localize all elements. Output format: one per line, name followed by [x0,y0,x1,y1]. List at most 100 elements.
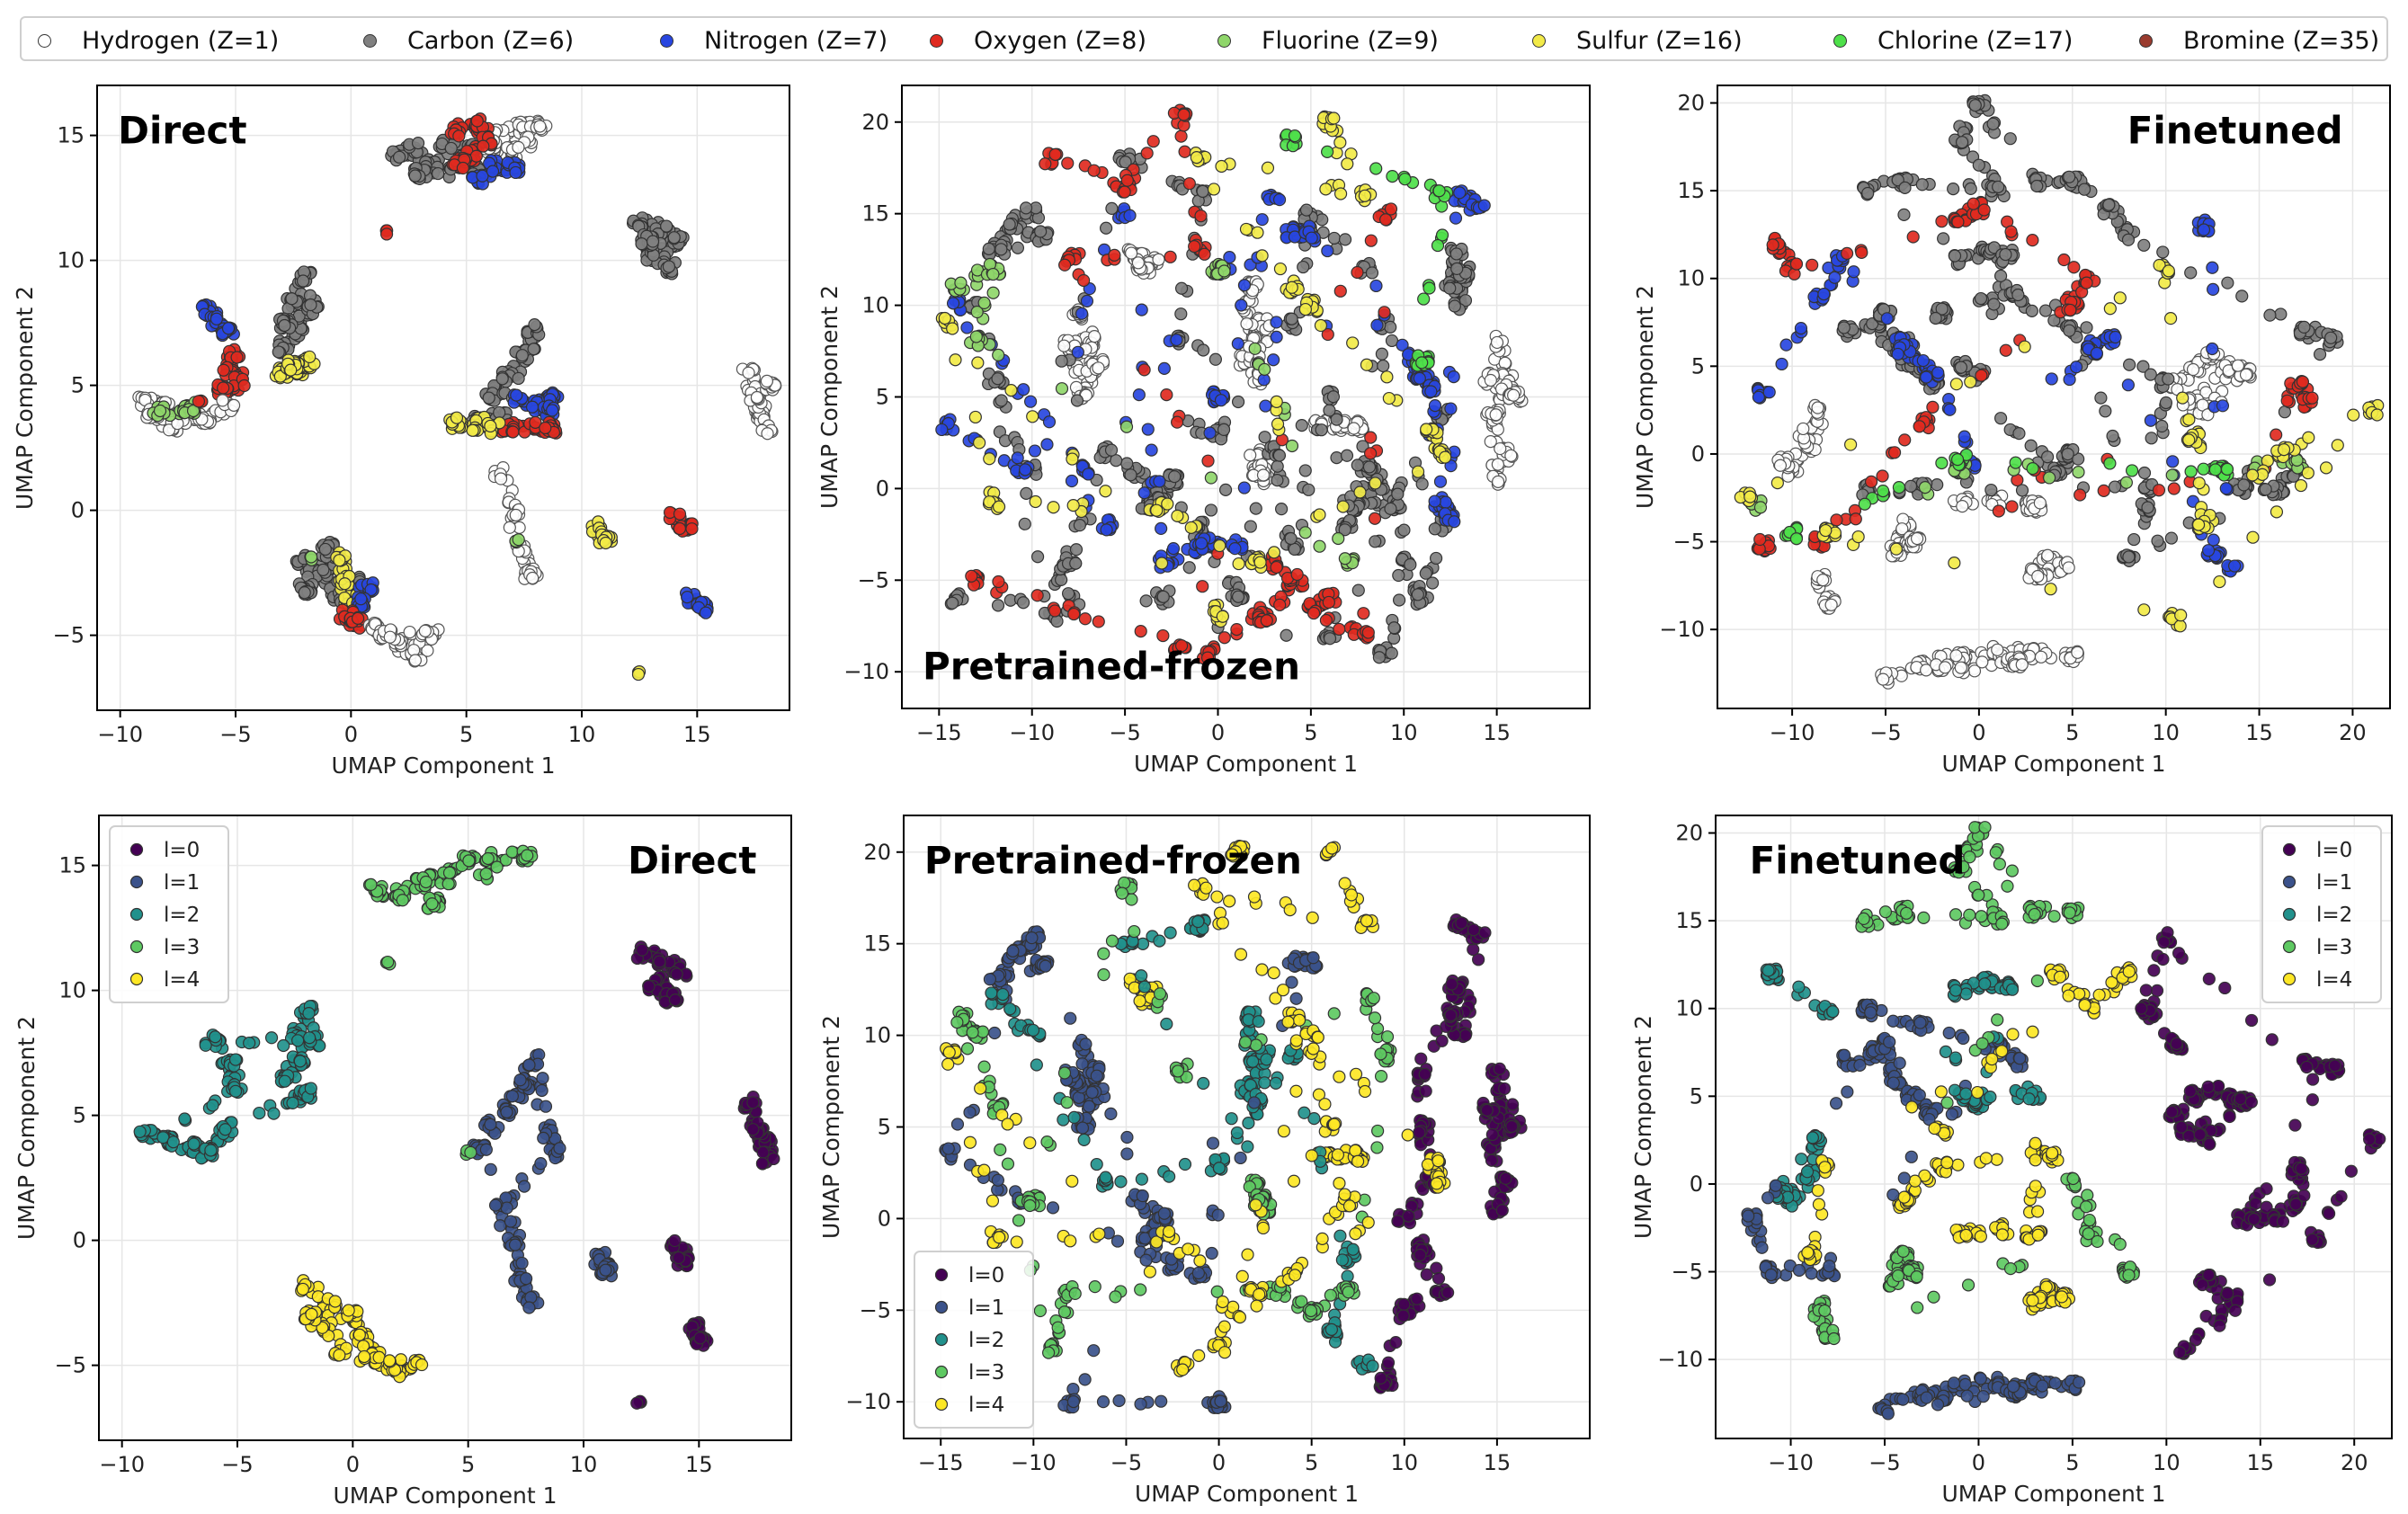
data-point [1364,234,1378,247]
data-point [1270,316,1283,329]
data-point [1330,413,1343,426]
data-point [1307,606,1321,620]
data-point [431,166,445,181]
data-point [527,343,540,356]
data-point [1157,361,1171,375]
legend-label: Hydrogen (Z=1) [82,26,280,55]
legend-label: Bromine (Z=35) [2183,26,2380,55]
data-point [303,350,317,364]
data-point [1847,265,1860,279]
data-point [285,292,299,306]
data-point [1321,145,1334,158]
cluster-carbon [626,211,690,281]
data-point [1949,378,1963,391]
scatter-points [1734,94,2385,690]
data-point [1251,226,1264,239]
data-point [1447,370,1460,384]
data-point [2043,471,2056,485]
data-point [954,276,968,289]
data-point [1039,157,1052,171]
y-tick-label: 15 [1677,178,1705,203]
data-point [742,366,755,379]
data-point [1876,469,1889,483]
data-point [1861,186,1875,200]
data-point [1992,504,2005,518]
data-point [1773,459,1788,472]
data-point [1160,388,1173,402]
data-point [1020,486,1033,500]
data-point [1999,247,2012,262]
legend-entry-hydrogen: Hydrogen (Z=1) [38,18,279,63]
data-point [1156,590,1170,603]
data-point [1066,452,1079,466]
data-point [1926,400,1940,414]
data-point [1077,273,1091,288]
data-point [1891,347,1904,361]
data-point [1904,479,1918,493]
data-point [2220,462,2234,476]
data-point [946,322,959,335]
data-point [1018,517,1031,530]
data-point [1261,161,1275,174]
data-point [1200,651,1215,664]
scatter-points [935,103,1529,665]
data-point [2033,496,2047,510]
data-point [525,400,540,414]
data-point [486,165,500,178]
data-point [1030,589,1044,602]
y-tick-label: 20 [861,110,889,135]
data-point [1426,576,1440,590]
data-point [2280,394,2294,407]
data-point [1384,320,1397,334]
data-point [1895,522,1909,536]
data-point [699,606,713,619]
data-point [162,423,176,437]
data-point [1088,330,1101,343]
data-point [2141,501,2154,514]
cluster-hydrogen [1244,443,1274,491]
data-point [1023,395,1038,408]
data-point [1073,519,1086,532]
data-point [1910,531,1924,546]
x-axis-label: UMAP Component 1 [1942,751,2166,777]
data-point [2155,419,2169,433]
data-point [1816,573,1830,587]
data-point [681,591,694,604]
data-point [1280,628,1293,642]
x-tick-label: 5 [459,722,473,747]
data-point [1298,464,1312,477]
data-point [1061,156,1075,170]
data-point [1819,523,1833,538]
data-point [1353,485,1367,499]
data-point [1182,177,1196,191]
data-point [2106,429,2119,443]
cluster-oxygen [379,224,394,241]
data-point [1069,557,1083,570]
data-point [1134,624,1147,638]
data-point [1271,459,1284,473]
data-point [2005,500,2019,513]
data-point [510,388,523,402]
data-point [1204,503,1217,517]
data-point [1232,557,1245,571]
data-point [1026,410,1039,423]
data-point [2015,484,2029,497]
data-point [2206,261,2219,274]
data-point [2094,391,2108,405]
data-point [1228,542,1242,556]
data-point [1775,357,1788,371]
cluster-oxygen [663,505,699,538]
y-tick-label: −5 [858,567,889,592]
data-point [2164,531,2178,545]
data-point [1255,213,1269,227]
data-point [1887,446,1902,459]
data-point [1078,612,1092,626]
data-point [1042,415,1057,429]
data-point [1290,567,1304,582]
data-point [1156,628,1170,643]
data-point [1237,279,1252,292]
data-point [351,611,365,625]
data-point [393,150,406,164]
data-point [2127,532,2141,547]
